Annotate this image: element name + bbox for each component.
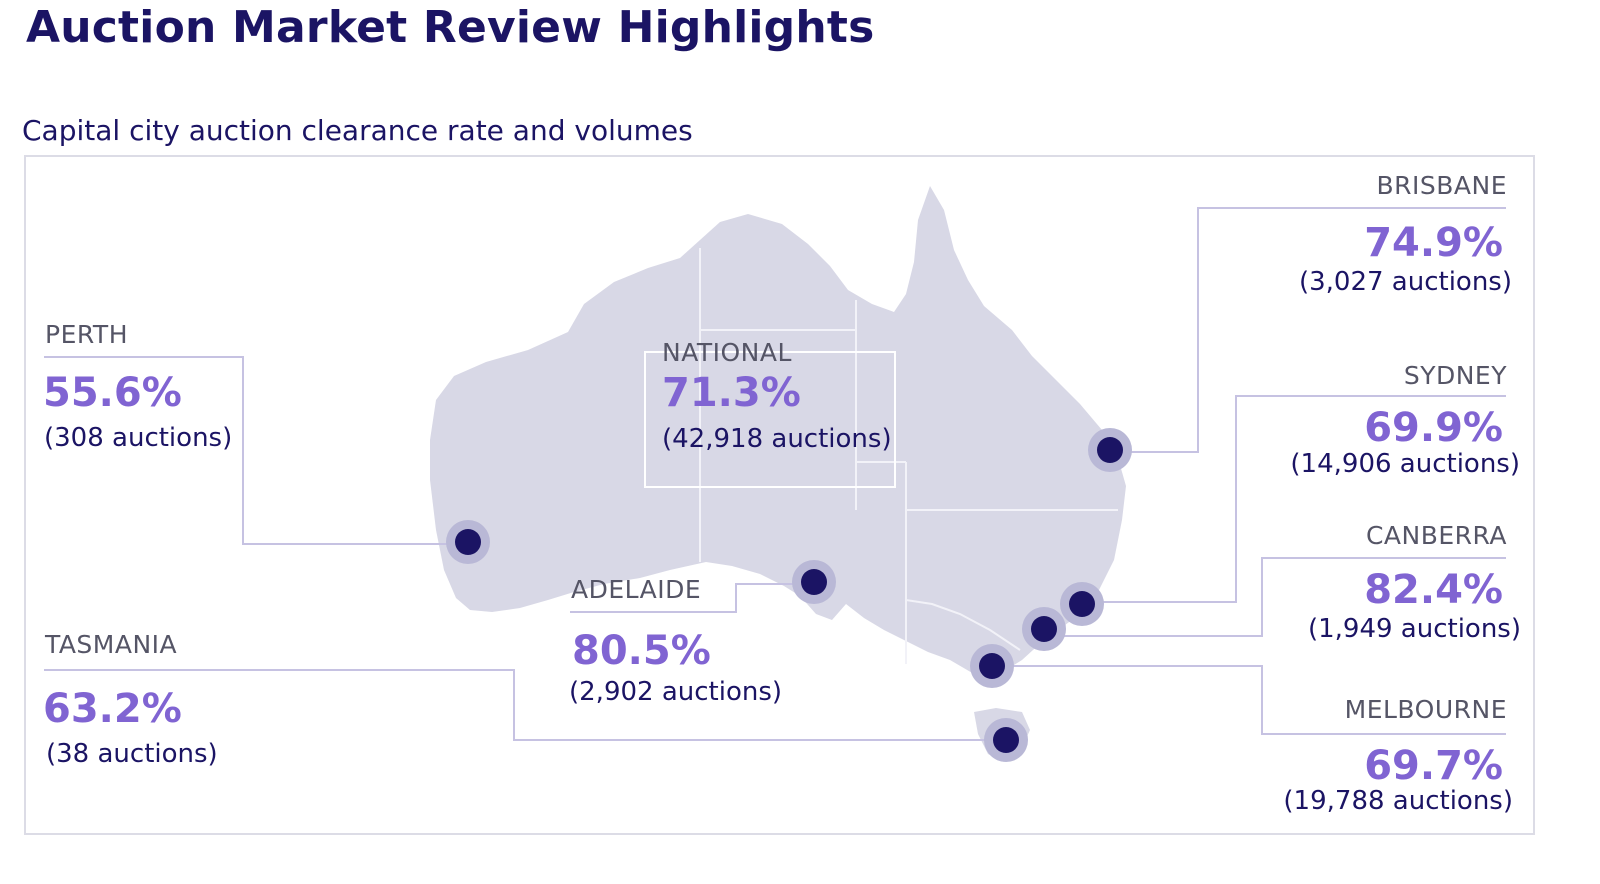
national-box [644, 351, 896, 488]
page-title: Auction Market Review Highlights [26, 2, 875, 53]
perth-leader-line [44, 356, 450, 545]
perth-marker [446, 520, 490, 564]
city-markers [446, 428, 1132, 762]
perth-rate: 55.6% [43, 370, 182, 416]
brisbane-auctions: (3,027 auctions) [1298, 267, 1512, 297]
sydney-auctions: (14,906 auctions) [1290, 449, 1520, 479]
canberra-rate: 82.4% [1364, 567, 1503, 613]
brisbane-rate: 74.9% [1364, 220, 1503, 266]
perth-auctions: (308 auctions) [44, 423, 233, 453]
national-rate: 71.3% [662, 370, 801, 416]
adelaide-label: ADELAIDE [571, 575, 702, 604]
canberra-marker [1022, 607, 1066, 651]
melbourne-leader-line [1010, 665, 1506, 735]
brisbane-marker [1088, 428, 1132, 472]
leader-lines [44, 207, 1506, 741]
sydney-rate: 69.9% [1364, 405, 1503, 451]
sydney-label: SYDNEY [1403, 361, 1507, 390]
state-borders [699, 248, 1118, 664]
canberra-auctions: (1,949 auctions) [1307, 614, 1521, 644]
adelaide-marker [792, 560, 836, 604]
sydney-marker [1060, 582, 1104, 626]
mainland-shape [430, 186, 1126, 676]
tasmania-rate: 63.2% [43, 686, 182, 732]
melbourne-rate: 69.7% [1364, 743, 1503, 789]
national-label: NATIONAL [662, 338, 792, 367]
adelaide-auctions: (2,902 auctions) [569, 677, 783, 707]
tasmania-leader-line [44, 669, 988, 741]
adelaide-leader-line [570, 583, 798, 613]
melbourne-marker [970, 644, 1014, 688]
adelaide-rate: 80.5% [572, 628, 711, 674]
perth-label: PERTH [45, 320, 128, 349]
canberra-leader-line [1062, 557, 1506, 637]
brisbane-leader-line [1128, 207, 1506, 453]
chart-subtitle: Capital city auction clearance rate and … [22, 114, 693, 147]
national-auctions: (42,918 auctions) [662, 424, 892, 454]
tasmania-label: TASMANIA [45, 630, 178, 659]
map-frame [24, 155, 1535, 835]
tasmania-marker [984, 718, 1028, 762]
canberra-label: CANBERRA [1365, 521, 1507, 550]
melbourne-auctions: (19,788 auctions) [1283, 786, 1513, 816]
sydney-leader-line [1100, 395, 1506, 603]
tasmania-auctions: (38 auctions) [46, 739, 218, 769]
brisbane-label: BRISBANE [1376, 171, 1507, 200]
melbourne-label: MELBOURNE [1344, 695, 1507, 724]
